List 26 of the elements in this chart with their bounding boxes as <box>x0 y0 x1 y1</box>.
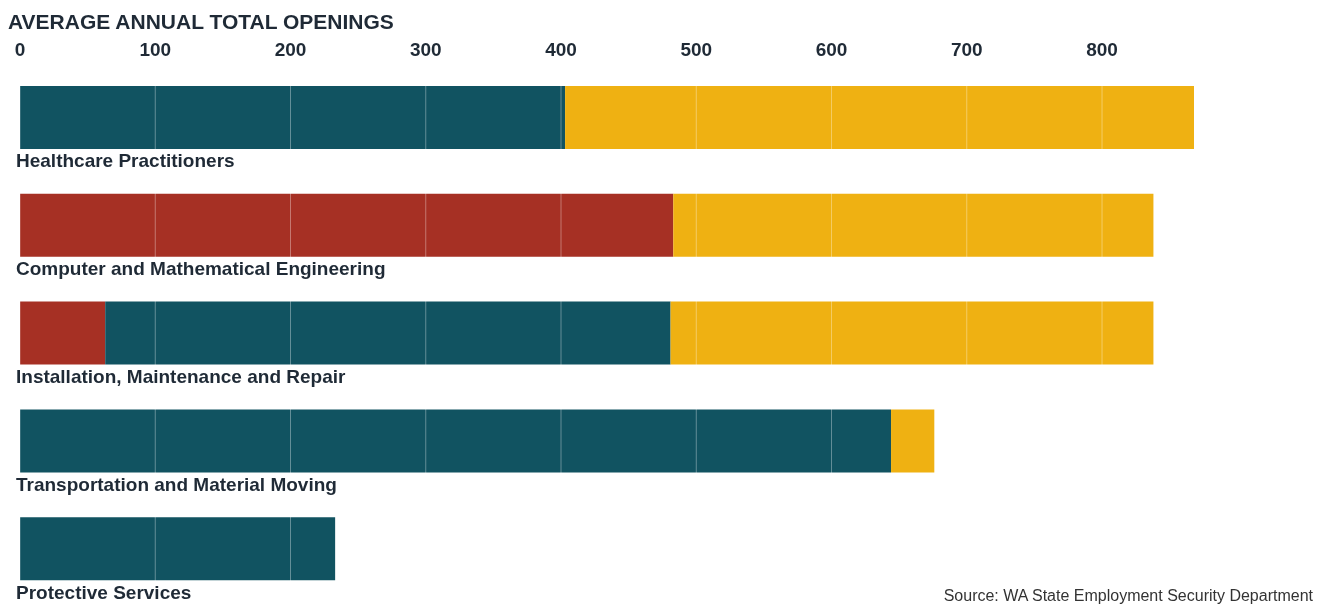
y-tick-label: Computer and Mathematical Engineering <box>16 258 386 280</box>
bar <box>20 86 566 149</box>
x-tick-label: 200 <box>274 39 307 60</box>
x-tick-label: 800 <box>1086 39 1118 60</box>
bar <box>673 193 1154 257</box>
x-tick-label: 300 <box>409 39 442 60</box>
bar <box>20 517 336 581</box>
chart-title: AVERAGE ANNUAL TOTAL OPENINGS <box>8 10 394 34</box>
bar <box>891 409 935 473</box>
y-tick-label: Protective Services <box>16 581 192 603</box>
y-tick-label: Transportation and Material Moving <box>16 473 337 495</box>
annotation: Source: WA State Employment Security Department <box>943 587 1313 605</box>
bar <box>565 86 1194 149</box>
x-tick-label: 600 <box>815 39 848 60</box>
x-tick-label: 400 <box>545 39 577 60</box>
bar <box>20 301 106 365</box>
x-tick-label: 500 <box>680 39 713 60</box>
x-tick-label: 700 <box>950 39 983 60</box>
bar <box>105 301 671 365</box>
x-tick-label: 0 <box>14 39 26 60</box>
y-tick-label: Healthcare Practitioners <box>16 150 235 172</box>
x-tick-label: 100 <box>139 39 172 60</box>
bar <box>20 193 674 257</box>
y-tick-label: Installation, Maintenance and Repair <box>16 366 347 387</box>
bar <box>670 301 1154 365</box>
bar <box>20 409 892 473</box>
